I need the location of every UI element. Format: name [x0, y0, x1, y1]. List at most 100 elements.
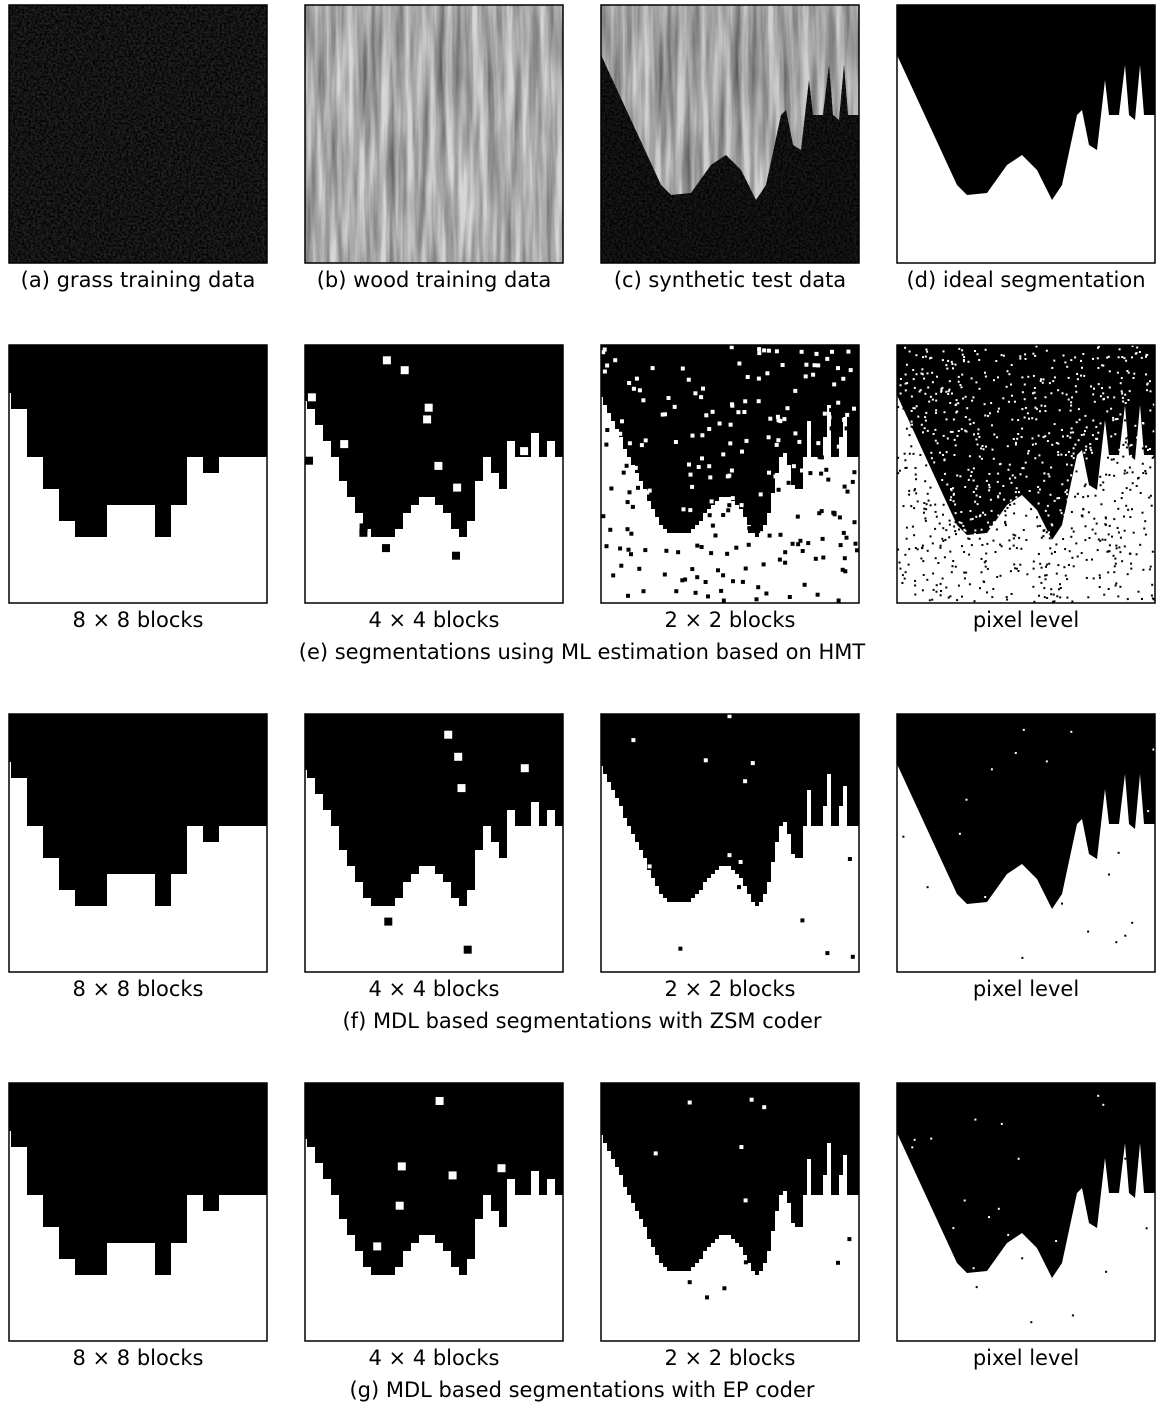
- noise-pixel: [806, 541, 810, 545]
- noise-pixel: [1000, 463, 1002, 465]
- noise-pixel: [1061, 483, 1063, 485]
- noise-pixel: [1059, 596, 1061, 598]
- noise-pixel: [1086, 426, 1088, 428]
- noise-pixel: [904, 459, 906, 461]
- noise-pixel: [993, 434, 995, 436]
- noise-pixel: [925, 420, 927, 422]
- noise-pixel: [830, 350, 834, 354]
- noise-pixel: [1099, 574, 1101, 576]
- noise-pixel: [704, 580, 708, 584]
- noise-pixel: [1072, 1314, 1074, 1316]
- noise-pixel: [952, 487, 954, 489]
- noise-pixel: [1083, 434, 1085, 436]
- noise-pixel: [620, 419, 624, 423]
- noise-pixel: [1142, 569, 1144, 571]
- noise-pixel: [741, 580, 745, 584]
- noise-pixel: [1045, 578, 1047, 580]
- panel-image: [9, 5, 267, 263]
- noise-pixel: [787, 481, 791, 485]
- noise-pixel: [725, 552, 729, 556]
- noise-pixel: [804, 363, 808, 367]
- noise-pixel: [906, 527, 908, 529]
- noise-pixel: [1010, 570, 1012, 572]
- noise-pixel: [1094, 401, 1096, 403]
- noise-pixel: [1039, 576, 1041, 578]
- noise-pixel: [746, 375, 750, 379]
- noise-pixel: [728, 441, 732, 445]
- noise-pixel: [996, 436, 998, 438]
- noise-pixel: [1151, 505, 1153, 507]
- noise-pixel: [961, 596, 963, 598]
- noise-pixel: [793, 431, 797, 435]
- noise-pixel: [1025, 539, 1027, 541]
- noise-pixel: [952, 560, 954, 562]
- noise-pixel: [997, 481, 999, 483]
- noise-pixel: [1122, 456, 1124, 458]
- noise-pixel: [966, 799, 968, 801]
- noise-pixel: [1011, 419, 1013, 421]
- noise-pixel: [1070, 401, 1072, 403]
- noise-pixel: [627, 548, 631, 552]
- noise-pixel: [912, 369, 914, 371]
- noise-pixel: [340, 440, 348, 448]
- noise-pixel: [1050, 392, 1052, 394]
- noise-pixel: [767, 471, 771, 475]
- panel-image: [601, 1083, 859, 1341]
- noise-pixel: [966, 407, 968, 409]
- noise-pixel: [963, 551, 965, 553]
- noise-pixel: [963, 356, 965, 358]
- noise-pixel: [927, 550, 929, 552]
- noise-pixel: [603, 348, 607, 352]
- noise-pixel: [663, 573, 667, 577]
- noise-pixel: [687, 463, 691, 467]
- noise-pixel: [454, 753, 462, 761]
- noise-pixel: [1009, 504, 1011, 506]
- noise-pixel: [1124, 473, 1126, 475]
- noise-pixel: [1086, 577, 1088, 579]
- noise-pixel: [1031, 417, 1033, 419]
- noise-pixel: [905, 374, 907, 376]
- noise-pixel: [1013, 545, 1015, 547]
- noise-pixel: [955, 566, 957, 568]
- noise-pixel: [1071, 557, 1073, 559]
- noise-pixel: [956, 399, 958, 401]
- noise-pixel: [955, 404, 957, 406]
- noise-pixel: [974, 350, 976, 352]
- noise-pixel: [1082, 353, 1084, 355]
- noise-pixel: [928, 500, 930, 502]
- noise-pixel: [942, 527, 944, 529]
- noise-pixel: [993, 379, 995, 381]
- noise-pixel: [613, 358, 617, 362]
- noise-pixel: [811, 373, 815, 377]
- noise-pixel: [1060, 587, 1062, 589]
- noise-pixel: [906, 382, 908, 384]
- noise-pixel: [1130, 568, 1132, 570]
- noise-pixel: [1006, 599, 1008, 601]
- noise-pixel: [768, 534, 772, 538]
- noise-pixel: [949, 595, 951, 597]
- noise-pixel: [1119, 413, 1121, 415]
- noise-pixel: [1113, 555, 1115, 557]
- noise-pixel: [1008, 401, 1010, 403]
- noise-pixel: [999, 492, 1001, 494]
- noise-pixel: [1130, 563, 1132, 565]
- noise-pixel: [939, 523, 941, 525]
- noise-pixel: [1056, 497, 1058, 499]
- noise-pixel: [1057, 454, 1059, 456]
- noise-pixel: [1149, 448, 1151, 450]
- noise-pixel: [1073, 457, 1075, 459]
- noise-pixel: [930, 1138, 932, 1140]
- noise-pixel: [1053, 600, 1055, 602]
- noise-pixel: [1007, 370, 1009, 372]
- noise-pixel: [836, 1261, 840, 1265]
- noise-pixel: [1113, 518, 1115, 520]
- noise-pixel: [837, 445, 841, 449]
- noise-pixel: [694, 591, 698, 595]
- noise-pixel: [1072, 431, 1074, 433]
- noise-pixel: [1042, 462, 1044, 464]
- noise-pixel: [1047, 505, 1049, 507]
- noise-pixel: [949, 524, 951, 526]
- noise-pixel: [1106, 357, 1108, 359]
- noise-pixel: [1089, 537, 1091, 539]
- noise-pixel: [1038, 595, 1040, 597]
